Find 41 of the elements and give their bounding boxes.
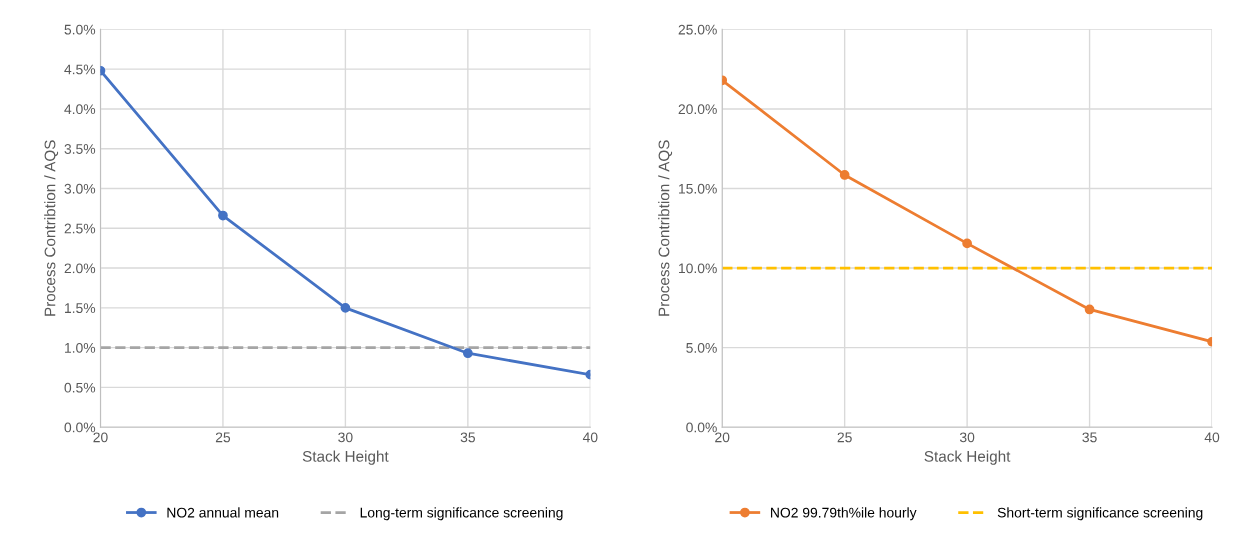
x-tick-label: 35 xyxy=(1082,432,1097,443)
point xyxy=(340,302,351,313)
legend-label: NO2 99.79th%ile hourly xyxy=(771,507,917,521)
legend-label: Short-term significance screening xyxy=(997,507,1203,521)
x-tick-label: 40 xyxy=(582,432,598,443)
legend-label: NO2 annual mean xyxy=(167,507,279,518)
y-axis-title: Process Contribtion / AQS xyxy=(44,140,59,316)
y-tick-label: 1.5% xyxy=(65,303,96,314)
x-tick-label: 25 xyxy=(837,432,852,443)
point xyxy=(1084,304,1095,315)
y-tick-label: 20.0% xyxy=(678,104,717,115)
y-tick-label: 1.0% xyxy=(65,342,96,353)
y-tick-label: 25.0% xyxy=(678,24,717,35)
x-tick-label: 30 xyxy=(338,432,353,443)
x-tick-label: 25 xyxy=(215,432,231,443)
y-tick-label: 4.0% xyxy=(64,104,96,115)
point xyxy=(962,238,972,249)
y-tick-label: 2.5% xyxy=(64,223,96,234)
y-tick-label: 3.5% xyxy=(64,144,96,154)
y-tick-label: 4.5% xyxy=(64,64,96,75)
y-axis-title: Process Contribtion / AQS xyxy=(658,140,673,316)
y-tick-label: 0.0% xyxy=(64,422,96,433)
y-tick-label: 3.0% xyxy=(64,183,96,194)
x-tick-label: 20 xyxy=(715,432,730,443)
y-tick-label: 15.0% xyxy=(679,183,717,194)
legend-label: Long-term significance screening xyxy=(360,507,563,521)
y-tick-label: 5.0% xyxy=(686,342,717,353)
y-tick-label: 10.0% xyxy=(679,263,717,274)
point xyxy=(218,210,228,221)
x-tick-label: 20 xyxy=(93,432,108,443)
x-axis-title: Stack Height xyxy=(924,450,1011,465)
x-axis-title: Stack Height xyxy=(302,450,389,465)
y-tick-label: 5.0% xyxy=(64,24,96,35)
point xyxy=(462,348,473,359)
y-tick-label: 2.0% xyxy=(64,263,96,274)
y-tick-label: 0.0% xyxy=(686,422,717,433)
point xyxy=(839,170,850,180)
x-tick-label: 35 xyxy=(460,432,475,443)
y-tick-label: 0.5% xyxy=(64,382,96,393)
x-tick-label: 30 xyxy=(959,432,975,443)
x-tick-label: 40 xyxy=(1204,432,1220,443)
